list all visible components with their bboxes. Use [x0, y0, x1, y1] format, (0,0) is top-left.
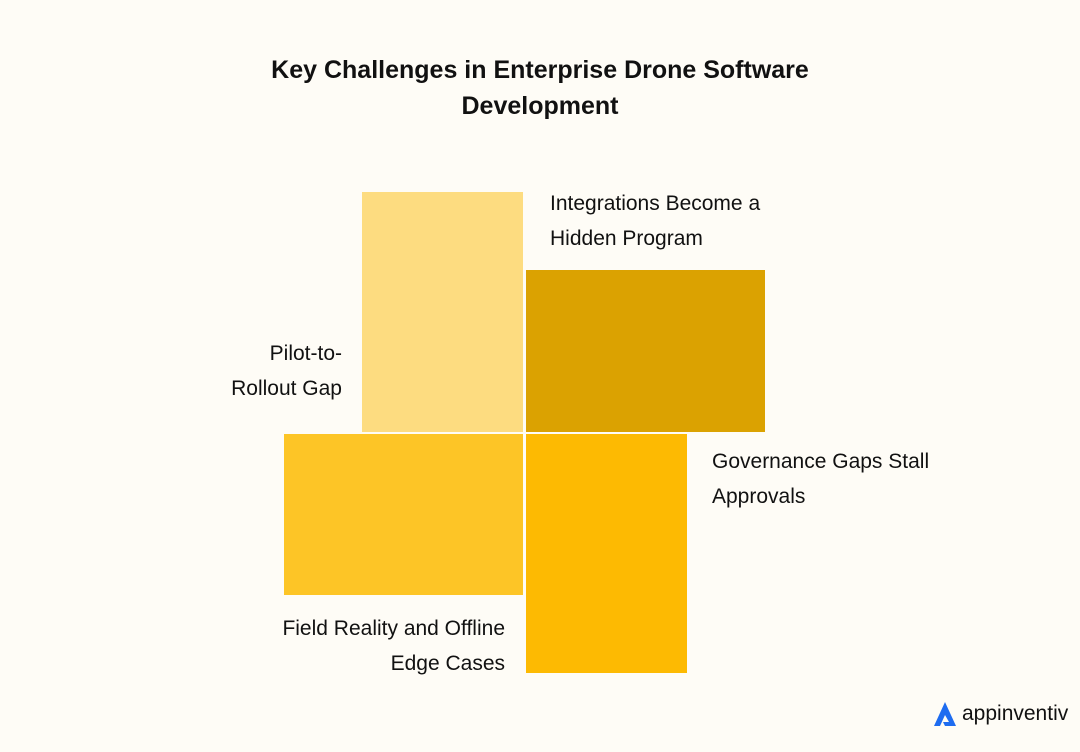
label-field-reality: Field Reality and Offline Edge Cases: [282, 611, 505, 681]
block-pilot-rollout: [362, 192, 523, 432]
label-line: Hidden Program: [550, 227, 703, 250]
appinventiv-logo: appinventiv: [932, 700, 1068, 728]
block-integrations: [526, 270, 765, 432]
label-line: Field Reality and Offline: [282, 617, 505, 640]
label-integrations: Integrations Become a Hidden Program: [550, 186, 760, 256]
logo-a-icon: [934, 702, 956, 726]
label-pilot-rollout: Pilot-to- Rollout Gap: [231, 336, 342, 406]
page-title: Key Challenges in Enterprise Drone Softw…: [0, 52, 1080, 124]
label-line: Edge Cases: [390, 652, 505, 675]
label-line: Governance Gaps Stall: [712, 450, 930, 473]
logo-text: appinventiv: [962, 702, 1069, 725]
label-line: Integrations Become a: [550, 192, 761, 215]
label-line: Rollout Gap: [231, 377, 342, 400]
label-governance: Governance Gaps Stall Approvals: [712, 444, 929, 514]
title-line-1: Key Challenges in Enterprise Drone Softw…: [271, 56, 809, 84]
label-line: Approvals: [712, 485, 806, 508]
block-field-reality: [284, 434, 523, 595]
label-line: Pilot-to-: [269, 342, 342, 365]
title-line-2: Development: [461, 92, 619, 120]
block-governance: [526, 434, 687, 673]
